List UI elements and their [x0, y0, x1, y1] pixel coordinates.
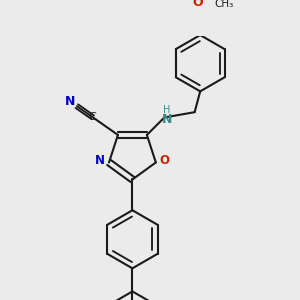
Text: N: N [162, 113, 172, 126]
Text: C: C [88, 112, 96, 122]
Text: O: O [160, 154, 170, 167]
Text: N: N [95, 154, 105, 167]
Text: O: O [192, 0, 203, 9]
Text: N: N [64, 94, 75, 108]
Text: CH₃: CH₃ [214, 0, 233, 9]
Text: H: H [163, 106, 171, 116]
